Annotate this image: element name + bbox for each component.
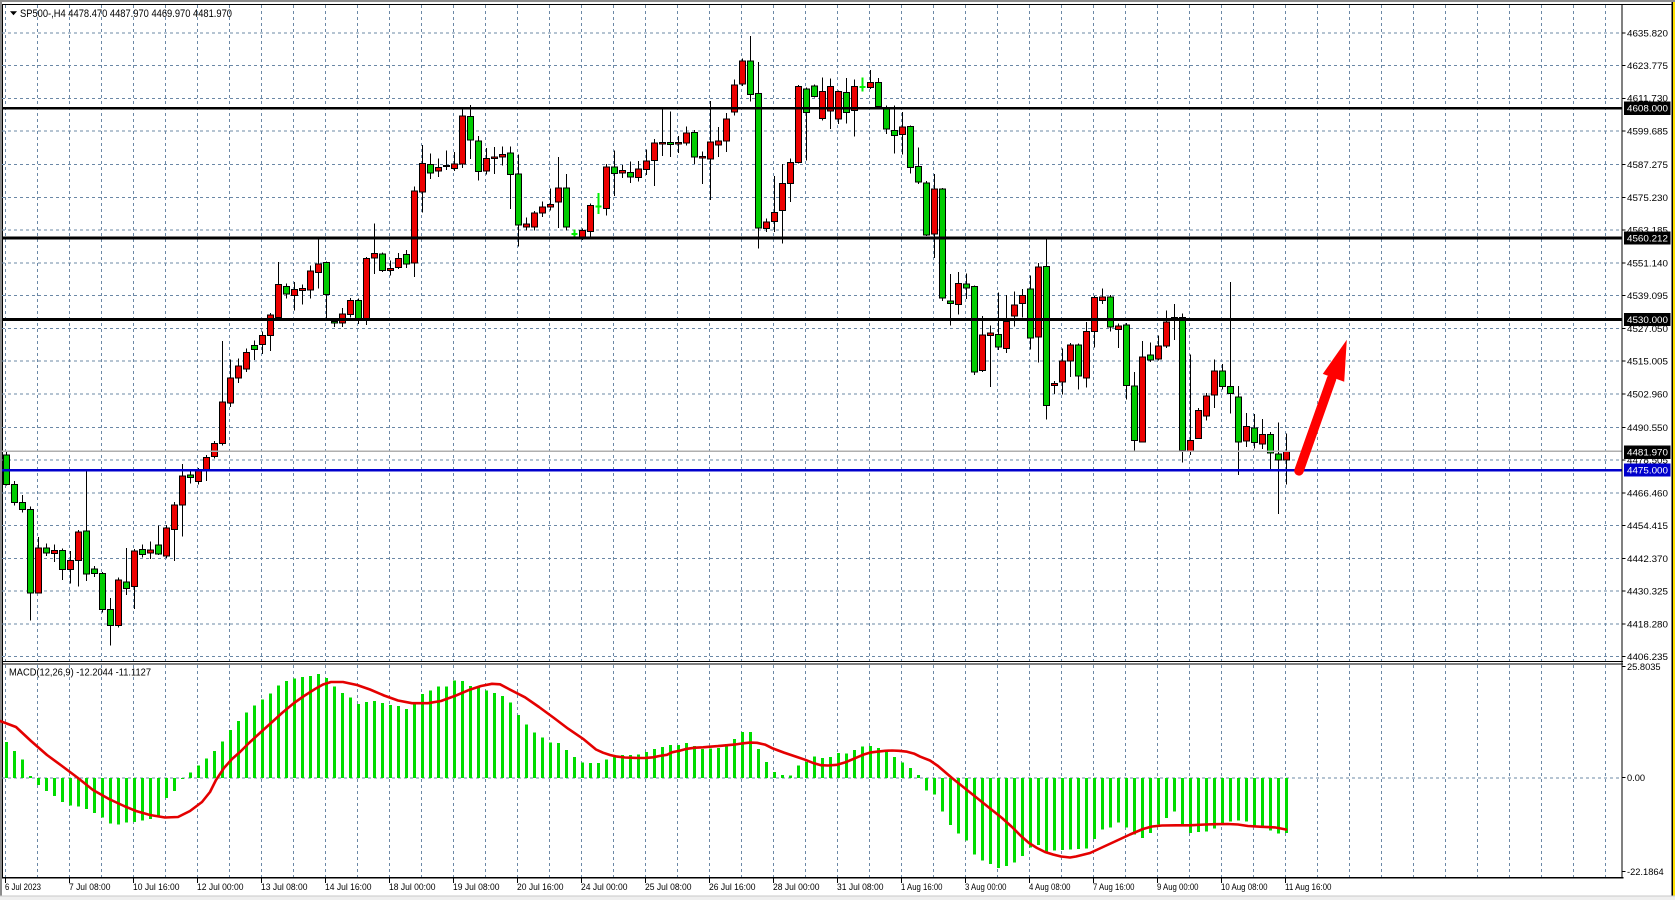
svg-text:7 Aug 16:00: 7 Aug 16:00: [1093, 882, 1135, 893]
svg-text:4442.370: 4442.370: [1627, 554, 1668, 564]
svg-text:28 Jul 00:00: 28 Jul 00:00: [773, 882, 820, 893]
svg-text:7 Jul 08:00: 7 Jul 08:00: [69, 882, 111, 893]
svg-text:0.00: 0.00: [1627, 773, 1645, 783]
svg-text:4490.550: 4490.550: [1627, 423, 1668, 433]
svg-text:4475.000: 4475.000: [1627, 465, 1668, 475]
svg-text:4599.685: 4599.685: [1627, 126, 1668, 136]
svg-text:26 Jul 16:00: 26 Jul 16:00: [709, 882, 756, 893]
svg-text:4623.775: 4623.775: [1627, 61, 1668, 71]
svg-text:4406.235: 4406.235: [1627, 652, 1668, 662]
svg-text:4502.960: 4502.960: [1627, 389, 1668, 399]
svg-text:10 Aug 08:00: 10 Aug 08:00: [1221, 882, 1268, 893]
svg-text:4454.415: 4454.415: [1627, 521, 1668, 531]
svg-text:4527.050: 4527.050: [1627, 324, 1668, 334]
svg-text:4539.095: 4539.095: [1627, 291, 1668, 301]
svg-text:4478.505: 4478.505: [1627, 455, 1668, 465]
svg-text:20 Jul 16:00: 20 Jul 16:00: [517, 882, 564, 893]
svg-text:4418.280: 4418.280: [1627, 619, 1668, 629]
svg-text:4430.325: 4430.325: [1627, 586, 1668, 596]
svg-text:4575.230: 4575.230: [1627, 193, 1668, 203]
svg-text:18 Jul 00:00: 18 Jul 00:00: [389, 882, 436, 893]
svg-text:MACD(12,26,9) -12.2044 -11.112: MACD(12,26,9) -12.2044 -11.1127: [9, 668, 151, 679]
svg-text:14 Jul 16:00: 14 Jul 16:00: [325, 882, 372, 893]
svg-text:10 Jul 16:00: 10 Jul 16:00: [133, 882, 180, 893]
svg-text:4466.460: 4466.460: [1627, 488, 1668, 498]
svg-text:4530.000: 4530.000: [1627, 315, 1668, 325]
svg-text:4551.140: 4551.140: [1627, 258, 1668, 268]
svg-text:4 Aug 08:00: 4 Aug 08:00: [1029, 882, 1071, 893]
svg-text:4635.820: 4635.820: [1627, 28, 1668, 38]
svg-text:4608.000: 4608.000: [1627, 104, 1668, 114]
svg-text:24 Jul 00:00: 24 Jul 00:00: [581, 882, 628, 893]
svg-text:9 Aug 00:00: 9 Aug 00:00: [1157, 882, 1199, 893]
svg-text:4611.730: 4611.730: [1627, 94, 1668, 104]
svg-text:SP500-,H4 4478.470 4487.970 44: SP500-,H4 4478.470 4487.970 4469.970 448…: [20, 8, 232, 20]
svg-text:13 Jul 08:00: 13 Jul 08:00: [261, 882, 308, 893]
svg-text:4587.275: 4587.275: [1627, 160, 1668, 170]
svg-text:6 Jul 2023: 6 Jul 2023: [5, 882, 41, 893]
svg-text:25.8035: 25.8035: [1627, 662, 1661, 672]
svg-text:3 Aug 00:00: 3 Aug 00:00: [965, 882, 1007, 893]
svg-text:31 Jul 08:00: 31 Jul 08:00: [837, 882, 884, 893]
svg-text:-22.1864: -22.1864: [1627, 867, 1664, 877]
svg-text:1 Aug 16:00: 1 Aug 16:00: [901, 882, 943, 893]
svg-text:11 Aug 16:00: 11 Aug 16:00: [1285, 882, 1332, 893]
svg-text:25 Jul 08:00: 25 Jul 08:00: [645, 882, 692, 893]
svg-text:19 Jul 08:00: 19 Jul 08:00: [453, 882, 500, 893]
svg-text:4515.005: 4515.005: [1627, 356, 1668, 366]
svg-text:4481.970: 4481.970: [1627, 448, 1668, 458]
svg-text:4563.185: 4563.185: [1627, 225, 1668, 235]
svg-text:12 Jul 00:00: 12 Jul 00:00: [197, 882, 244, 893]
svg-text:4560.212: 4560.212: [1627, 234, 1668, 244]
